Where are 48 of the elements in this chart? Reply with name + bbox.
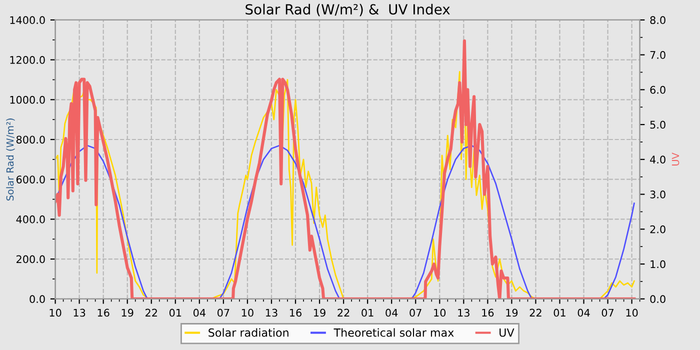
x-tick-label: 16 <box>482 308 494 317</box>
y2-tick-label: 8.0 <box>650 16 666 24</box>
x-tick-label: 07 <box>602 308 614 317</box>
x-tick-label: 22 <box>530 308 542 317</box>
x-tick-label: 13 <box>266 308 278 317</box>
x-tick-label: 01 <box>362 308 374 317</box>
y-tick-label: 600.0 <box>16 176 45 184</box>
x-tick-label: 10 <box>242 308 254 317</box>
legend-label: Theoretical solar max <box>334 328 454 337</box>
y-tick-label: 800.0 <box>16 136 45 144</box>
x-tick-label: 01 <box>554 308 566 317</box>
y-tick-label: 1400.0 <box>10 16 45 24</box>
legend-label: Solar radiation <box>208 328 288 337</box>
x-tick-label: 04 <box>193 308 206 317</box>
x-tick-label: 10 <box>626 308 638 317</box>
y2-tick-label: 7.0 <box>650 51 666 59</box>
x-tick-label: 01 <box>169 308 182 317</box>
y2-tick-label: 2.0 <box>650 225 666 234</box>
x-tick-label: 10 <box>434 308 446 317</box>
legend-label: UV <box>500 328 514 337</box>
x-tick-label: 07 <box>218 308 230 317</box>
x-tick-label: 22 <box>338 308 350 317</box>
y-tick-label: 200.0 <box>16 255 45 264</box>
y-tick-label: 0.0 <box>30 295 45 304</box>
x-tick-label: 19 <box>314 308 326 317</box>
y-tick-label: 400.0 <box>16 215 45 224</box>
y2-tick-label: 1.0 <box>650 260 666 268</box>
y-tick-label: 1200.0 <box>10 56 45 64</box>
x-tick-label: 22 <box>146 308 157 317</box>
y2-tick-label: 6.0 <box>650 86 666 94</box>
chart-title: Solar Rad (W/m²) & UV Index <box>246 4 450 16</box>
x-tick-label: 10 <box>50 308 62 317</box>
x-tick-label: 04 <box>386 308 398 317</box>
y2-axis-title: UV <box>672 152 680 166</box>
x-tick-label: 19 <box>122 308 134 317</box>
y2-tick-label: 4.0 <box>650 156 666 164</box>
y2-tick-label: 0.0 <box>650 295 666 304</box>
x-tick-label: 16 <box>290 308 302 317</box>
y-tick-label: 1000.0 <box>10 96 45 104</box>
x-tick-label: 13 <box>458 308 470 317</box>
x-tick-label: 04 <box>578 308 590 317</box>
x-tick-label: 19 <box>506 308 518 317</box>
y-axis-title: Solar Rad (W/m²) <box>6 118 15 201</box>
x-tick-label: 13 <box>74 308 86 317</box>
y2-tick-label: 3.0 <box>650 190 666 198</box>
y2-tick-label: 5.0 <box>650 120 666 129</box>
x-tick-label: 07 <box>410 308 422 317</box>
x-tick-label: 16 <box>98 308 110 317</box>
